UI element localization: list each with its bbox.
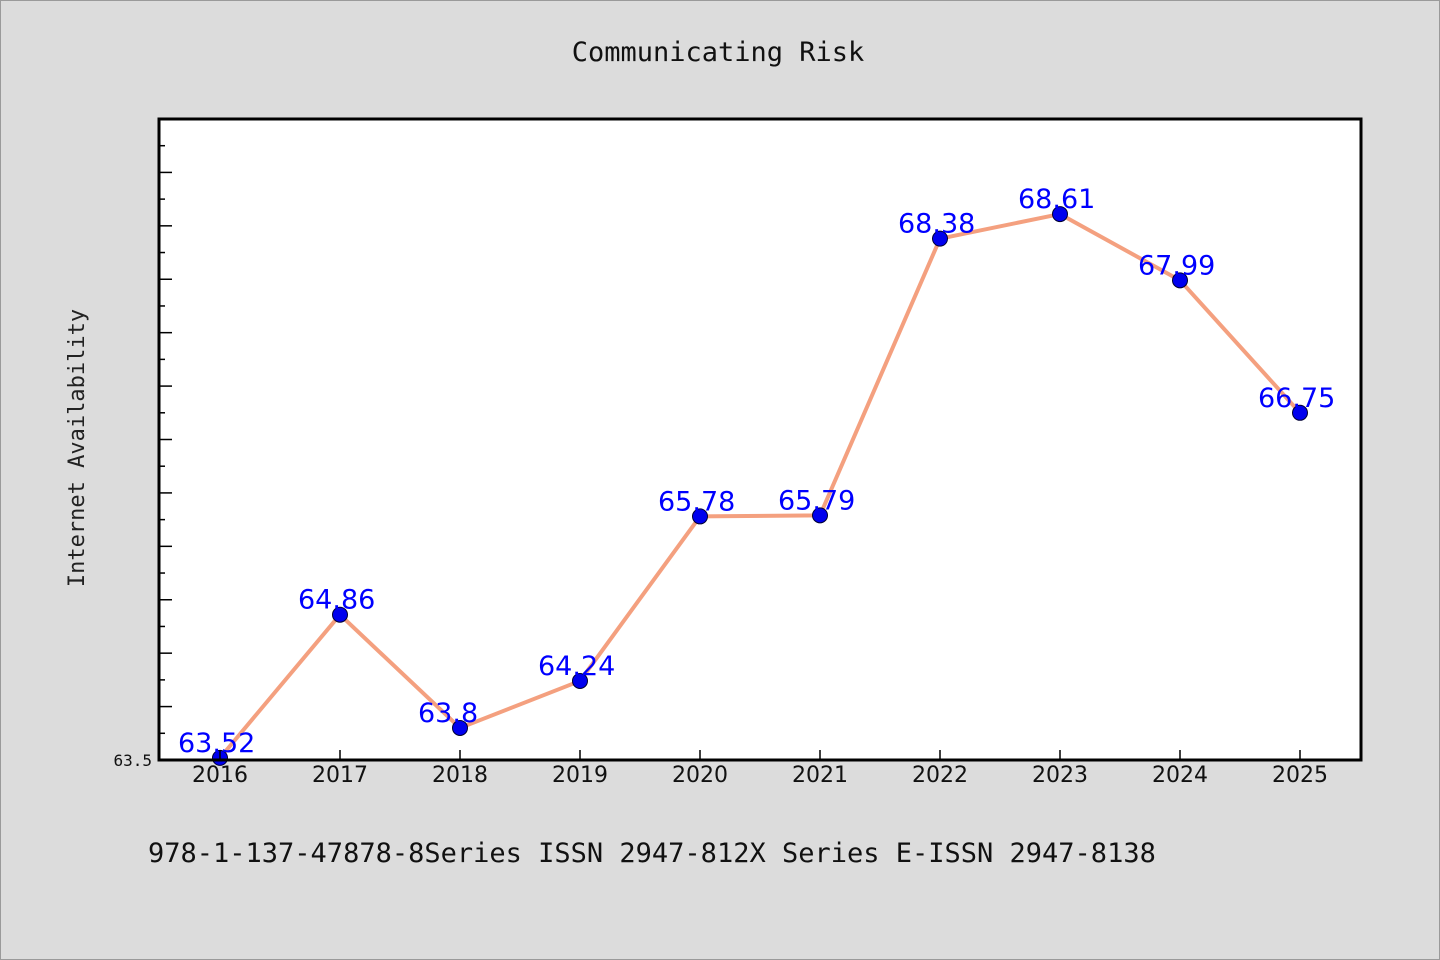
data-label: 68.38 <box>898 209 975 240</box>
chart-title: Communicating Risk <box>572 37 865 68</box>
data-label: 65.78 <box>658 486 735 517</box>
x-axis-ticks: 2016 2017 2018 2019 2020 2021 2022 2023 2024 2025 <box>192 750 1328 788</box>
data-label: 65.79 <box>778 485 855 516</box>
data-point <box>1172 272 1188 289</box>
data-point <box>812 507 828 524</box>
x-tick-label: 2022 <box>912 763 968 788</box>
x-tick-label: 2024 <box>1152 763 1208 788</box>
data-label: 63.52 <box>178 728 255 759</box>
y-axis-title: Internet Availability <box>65 309 90 587</box>
data-point <box>332 606 348 623</box>
plot-border <box>157 117 1363 762</box>
data-point <box>1292 404 1308 421</box>
y-tick-label: 63.5 <box>113 751 152 770</box>
data-point <box>572 672 588 689</box>
data-point <box>932 230 948 247</box>
plot-area <box>159 119 1361 760</box>
x-tick-label: 2023 <box>1032 763 1088 788</box>
x-tick-label: 2017 <box>312 763 368 788</box>
data-labels-layer: 63.52 64.86 63.8 64.24 65.78 65.79 68.38 68.61 6… <box>178 184 1335 759</box>
footer-isbn-text: 978-1-137-47878-8Series ISSN 2947-812X S… <box>148 838 1156 869</box>
data-point <box>692 508 708 525</box>
markers-layer <box>212 206 1308 766</box>
data-point <box>1052 206 1068 223</box>
x-tick-label: 2020 <box>672 763 728 788</box>
data-label: 67.99 <box>1138 250 1215 281</box>
data-point <box>452 719 468 736</box>
data-label: 64.86 <box>298 585 375 616</box>
x-tick-label: 2019 <box>552 763 608 788</box>
series-line <box>218 212 1302 760</box>
data-label: 68.61 <box>1018 184 1095 215</box>
data-label: 64.24 <box>538 651 615 682</box>
x-tick-label: 2016 <box>192 763 248 788</box>
x-tick-label: 2018 <box>432 763 488 788</box>
data-label: 66.75 <box>1258 383 1335 414</box>
data-label: 63.8 <box>418 698 478 729</box>
x-tick-label: 2021 <box>792 763 848 788</box>
x-tick-label: 2025 <box>1272 763 1328 788</box>
series-layer <box>218 212 1302 760</box>
